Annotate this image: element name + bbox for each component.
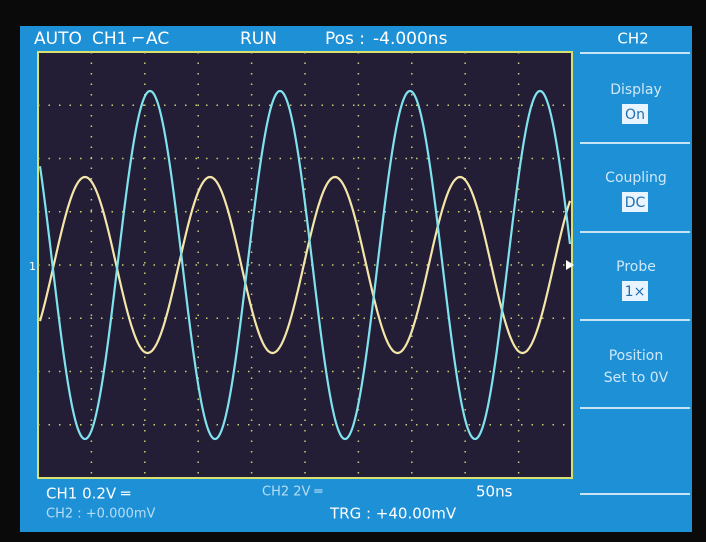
position-value: -4.000ns: [373, 29, 448, 49]
menu-item-value[interactable]: DC: [625, 195, 646, 211]
menu-item-value[interactable]: 1×: [625, 284, 646, 300]
page: AUTO CH1 ⌐ AC RUN Pos : -4.000ns CH2 Dis…: [0, 0, 706, 542]
ch1-scale: CH1 0.2V ═: [46, 485, 131, 503]
menu-item-value[interactable]: Set to 0V: [604, 370, 669, 386]
position-label: Pos :: [325, 29, 365, 49]
trigger-level: TRG : +40.00mV: [329, 505, 457, 523]
channel: CH1: [92, 29, 127, 49]
menu-item-label: Probe: [616, 259, 656, 275]
ch2-offset: CH2 : +0.000mV: [46, 507, 156, 522]
mode: AUTO: [34, 29, 82, 49]
menu-title: CH2: [617, 30, 648, 48]
menu-item-label: Coupling: [605, 170, 667, 186]
run-state: RUN: [240, 29, 277, 49]
ch1-marker: 1: [29, 260, 36, 273]
timebase: 50ns: [476, 483, 513, 501]
coupling: AC: [146, 29, 169, 49]
oscilloscope-screen: AUTO CH1 ⌐ AC RUN Pos : -4.000ns CH2 Dis…: [0, 0, 706, 542]
ch2-scale: CH2 2V ═: [262, 485, 323, 500]
trigger-edge: ⌐: [131, 29, 145, 49]
top-bar: AUTO CH1 ⌐ AC RUN Pos : -4.000ns: [34, 29, 448, 49]
menu-item-value[interactable]: On: [625, 107, 645, 123]
menu-item-label: Display: [610, 82, 662, 98]
menu-item-label: Position: [609, 348, 664, 364]
